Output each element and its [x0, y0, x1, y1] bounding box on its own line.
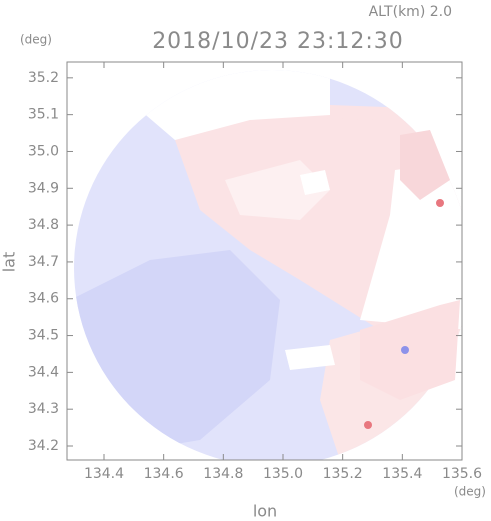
- echo-spot: [364, 421, 372, 429]
- x-tick-label: 134.4: [84, 466, 124, 482]
- chart-title: 2018/10/23 23:12:30: [152, 29, 404, 54]
- plot-frame: [66, 61, 463, 461]
- y-tick-label: 34.2: [28, 438, 59, 454]
- y-tick-label: 35.1: [28, 107, 59, 123]
- echo-spot: [436, 199, 444, 207]
- gap: [300, 170, 330, 195]
- y-tick-label: 34.5: [28, 328, 59, 344]
- echo-patch: [320, 118, 390, 150]
- y-tick-label: 34.3: [28, 401, 59, 417]
- x-unit: (deg): [454, 485, 486, 499]
- x-tick-label: 135.6: [442, 466, 482, 482]
- y-tick-label: 35.2: [28, 70, 59, 86]
- gap: [285, 345, 335, 370]
- altitude-label: ALT(km) 2.0: [369, 4, 452, 20]
- y-tick-label: 34.7: [28, 254, 59, 270]
- y-axis-label: lat: [0, 252, 19, 273]
- echo-patch: [360, 300, 460, 400]
- y-tick-label: 34.4: [28, 364, 59, 380]
- echo-spot: [401, 346, 409, 354]
- x-tick-label: 134.8: [203, 466, 243, 482]
- y-tick-label: 35.0: [28, 143, 59, 159]
- radar-coverage: [74, 70, 462, 460]
- y-tick-label: 34.9: [28, 180, 59, 196]
- x-tick-label: 135.4: [382, 466, 422, 482]
- velocity-field: [74, 70, 462, 460]
- x-tick-label: 135.0: [263, 466, 303, 482]
- x-axis-label: lon: [253, 502, 277, 521]
- echo-patch: [400, 130, 450, 200]
- x-tick-label: 135.2: [323, 466, 363, 482]
- y-unit: (deg): [20, 33, 52, 47]
- y-tick-label: 34.8: [28, 217, 59, 233]
- y-tick-label: 34.6: [28, 291, 59, 307]
- x-tick-label: 134.6: [144, 466, 184, 482]
